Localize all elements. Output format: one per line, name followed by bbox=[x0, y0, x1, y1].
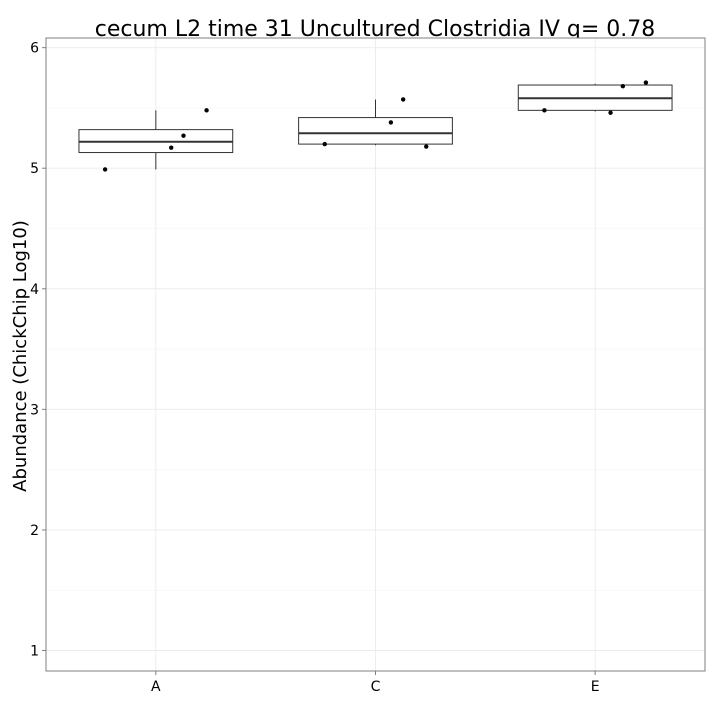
data-point bbox=[424, 144, 429, 149]
data-points bbox=[102, 80, 649, 172]
y-tick-label: 2 bbox=[30, 523, 39, 539]
data-point bbox=[643, 80, 649, 85]
y-tick-label: 6 bbox=[30, 41, 39, 57]
data-point bbox=[181, 133, 186, 138]
boxes bbox=[78, 83, 673, 170]
data-point bbox=[102, 167, 108, 172]
y-tick-label: 5 bbox=[30, 161, 39, 177]
box-A bbox=[78, 110, 234, 170]
y-tick-label: 3 bbox=[30, 402, 39, 418]
box-C bbox=[298, 99, 453, 146]
box-body bbox=[298, 117, 453, 145]
y-tick-label: 1 bbox=[30, 644, 39, 660]
axes: 1 2 3 4 5 6 A C E bbox=[30, 41, 600, 695]
x-tick-label: C bbox=[371, 679, 381, 695]
data-point bbox=[400, 97, 406, 102]
data-point bbox=[169, 145, 174, 150]
data-point bbox=[542, 108, 547, 113]
y-axis-title: Abundance (ChickChip Log10) bbox=[10, 220, 31, 492]
x-tick-label: A bbox=[151, 679, 161, 695]
x-tick-label: E bbox=[591, 679, 600, 695]
data-point bbox=[608, 110, 613, 115]
data-point bbox=[388, 120, 394, 125]
data-point bbox=[322, 141, 327, 147]
data-point bbox=[204, 108, 209, 113]
y-tick-label: 4 bbox=[30, 282, 39, 298]
box-E bbox=[517, 83, 673, 112]
data-point bbox=[620, 84, 626, 89]
